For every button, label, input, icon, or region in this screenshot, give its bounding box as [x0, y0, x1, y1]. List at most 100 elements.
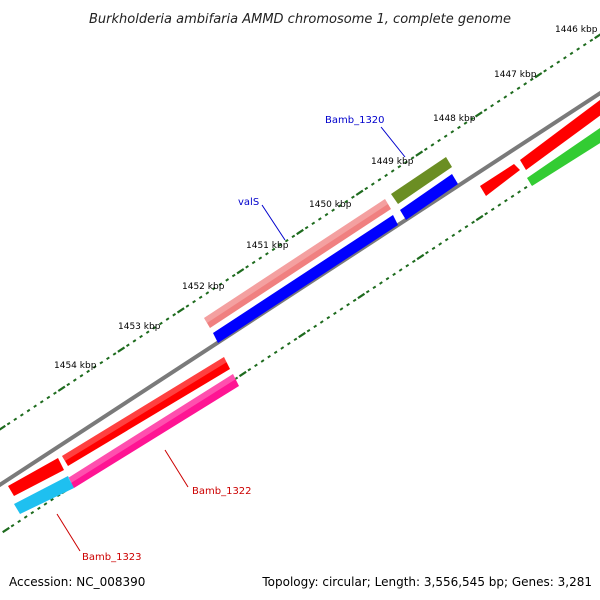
- outer-tick: [317, 217, 322, 221]
- tick-label-1449: 1449 kbp: [371, 157, 414, 167]
- outer-tick: [576, 47, 581, 51]
- inner-tick: [30, 510, 35, 515]
- inner-tick: [504, 198, 508, 203]
- inner-tick: [238, 370, 247, 378]
- inner-tick: [510, 194, 515, 199]
- gene-label-bamb-1322[interactable]: Bamb_1322: [192, 486, 252, 497]
- outer-tick: [430, 143, 435, 147]
- outer-tick: [304, 225, 309, 230]
- leader-vals: [261, 204, 286, 241]
- gene-red-right[interactable]: [480, 164, 520, 196]
- outer-tick: [569, 51, 574, 56]
- inner-tick: [416, 253, 425, 261]
- outer-tick: [125, 343, 130, 347]
- inner-tick: [365, 289, 370, 294]
- inner-tick: [17, 519, 22, 524]
- outer-tick: [57, 385, 66, 392]
- outer-tick: [139, 334, 143, 339]
- outer-tick: [33, 404, 37, 408]
- inner-tick: [451, 233, 456, 238]
- outer-tick: [589, 38, 594, 43]
- gene-blue-small[interactable]: [400, 174, 458, 220]
- gene-red-topright[interactable]: [520, 100, 600, 170]
- tick-label-1453: 1453 kbp: [118, 322, 161, 332]
- inner-tick: [352, 298, 357, 303]
- genome-stats-text: Topology: circular; Length: 3,556,545 bp…: [261, 575, 592, 589]
- gene-blue-long[interactable]: [213, 215, 398, 343]
- outer-tick: [423, 147, 428, 151]
- outer-tick: [556, 60, 561, 64]
- outer-tick: [450, 130, 455, 134]
- inner-tick: [313, 324, 318, 329]
- inner-tick: [260, 359, 265, 363]
- outer-tick: [516, 86, 521, 90]
- inner-tick: [247, 367, 252, 372]
- inner-tick: [517, 190, 521, 194]
- outer-tick: [165, 317, 170, 321]
- outer-tick: [331, 208, 335, 212]
- inner-tick: [497, 203, 502, 207]
- inner-tick: [326, 315, 331, 320]
- outer-tick: [503, 95, 508, 99]
- tick-label-1454: 1454 kbp: [54, 361, 97, 371]
- inner-tick: [471, 220, 475, 225]
- gene-red-long[interactable]: [62, 357, 230, 466]
- gene-vals[interactable]: [204, 199, 391, 328]
- inner-tick: [50, 497, 54, 502]
- inner-tick: [357, 292, 366, 300]
- outer-tick: [311, 221, 316, 226]
- outer-tick: [291, 234, 296, 239]
- inner-tick: [523, 185, 528, 190]
- gene-bamb-1323[interactable]: [14, 476, 74, 514]
- gene-bamb-1320[interactable]: [391, 157, 452, 204]
- inner-tick: [293, 337, 298, 342]
- outer-tick: [563, 56, 567, 60]
- inner-tick: [43, 502, 48, 506]
- tick-label-1448: 1448 kbp: [433, 114, 476, 124]
- inner-tick: [385, 276, 390, 281]
- outer-tick: [236, 268, 245, 275]
- tick-label-1452: 1452 kbp: [182, 282, 225, 292]
- outer-tick: [324, 212, 329, 217]
- inner-tick: [339, 307, 344, 311]
- gene-red-left[interactable]: [8, 458, 64, 496]
- outer-tick: [145, 330, 150, 334]
- outer-tick: [192, 299, 196, 304]
- outer-tick: [582, 42, 587, 47]
- outer-tick: [99, 360, 104, 365]
- outer-tick: [437, 138, 441, 143]
- inner-tick: [298, 331, 306, 339]
- leader-bamb-1323: [56, 513, 81, 552]
- accession-text: Accession: NC_008390: [9, 575, 145, 589]
- outer-tick: [377, 178, 382, 182]
- tick-label-1450: 1450 kbp: [309, 200, 352, 210]
- gene-bamb-1322[interactable]: [68, 374, 239, 488]
- outer-tick: [284, 238, 289, 243]
- gene-label-bamb-1323[interactable]: Bamb_1323: [82, 552, 142, 563]
- inner-tick: [425, 250, 429, 255]
- inner-tick: [319, 320, 324, 324]
- outer-tick: [53, 391, 57, 395]
- outer-tick: [13, 417, 18, 422]
- outer-tick: [490, 103, 494, 108]
- outer-tick: [404, 160, 408, 165]
- gene-green-right[interactable]: [527, 128, 600, 186]
- inner-tick: [431, 246, 436, 251]
- inner-tick: [333, 311, 337, 316]
- outer-tick: [218, 282, 223, 286]
- gene-label-bamb-1320[interactable]: Bamb_1320: [325, 115, 385, 126]
- outer-tick: [470, 117, 475, 121]
- tick-label-1446: 1446 kbp: [555, 25, 598, 35]
- inner-tick: [457, 229, 462, 233]
- inner-tick: [306, 328, 311, 333]
- outer-tick: [112, 352, 117, 356]
- inner-tick: [392, 272, 396, 277]
- outer-tick: [384, 173, 388, 178]
- outer-tick: [529, 77, 534, 82]
- outer-tick: [370, 182, 375, 186]
- inner-tick: [379, 281, 383, 285]
- outer-tick: [457, 125, 461, 130]
- gene-label-vals[interactable]: valS: [238, 197, 259, 208]
- outer-tick: [245, 265, 249, 269]
